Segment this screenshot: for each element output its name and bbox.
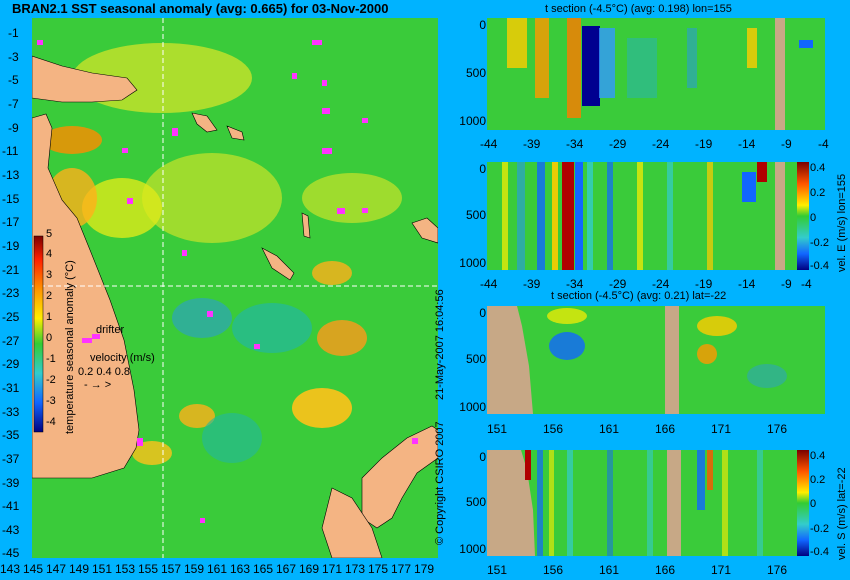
t-section-lon-plot[interactable] <box>487 18 825 130</box>
map-colorbar-ticks: 5 4 3 2 1 0 -1 -2 -3 -4 <box>46 228 56 428</box>
t-section-lon-y-axis: 0 500 1000 <box>459 18 486 128</box>
t-section-lon-title: t section (-4.5°C) (avg: 0.198) lon=155 <box>545 3 732 15</box>
vel-s-x-axis: 151 156 161 166 171 176 <box>487 563 788 577</box>
t-section-lat-x-axis: 151 156 161 166 171 176 <box>487 422 788 436</box>
vel-s-colorbar-ticks: 0.4 0.2 0 -0.2 -0.4 <box>810 450 829 558</box>
vel-s-plot[interactable] <box>487 450 797 556</box>
anomaly-patches <box>42 43 402 465</box>
drifter-legend-swatch <box>82 338 92 343</box>
map-title: BRAN2.1 SST seasonal anomaly (avg: 0.665… <box>12 1 389 16</box>
australia <box>32 113 140 479</box>
timestamp-text: 21-May-2007 16:04:56 <box>434 289 446 400</box>
t-section-lon-x-axis: -44 -39 -34 -29 -24 -19 -14 -9 -4 <box>480 137 829 151</box>
new-zealand-north <box>361 425 438 529</box>
t-section-lat-plot[interactable] <box>487 306 825 414</box>
copyright-text: © Copyright CSIRO 2007 <box>434 421 446 545</box>
vel-e-colorbar <box>797 162 809 270</box>
velocity-legend-arrows: - → > <box>84 379 112 391</box>
vel-e-plot[interactable] <box>487 162 797 270</box>
map-lon-axis: 143 145 147 149 151 153 155 157 159 161 … <box>0 562 435 576</box>
vel-e-x-axis: -44 -39 -34 -29 -24 -19 -14 -9 -4 <box>480 277 812 291</box>
velocity-legend-label: velocity (m/s) <box>90 352 155 364</box>
sst-anomaly-map[interactable] <box>32 18 438 558</box>
velocity-legend-scale: 0.2 0.4 0.8 <box>78 366 130 378</box>
vel-s-y-axis: 0 500 1000 <box>459 450 486 556</box>
land-masses <box>32 55 438 558</box>
drifter-markers <box>37 40 418 523</box>
vel-s-colorbar-label: vel. S (m/s) lat=-22 <box>836 467 848 560</box>
vel-s-colorbar <box>797 450 809 556</box>
new-guinea <box>32 55 138 103</box>
vel-e-y-axis: 0 500 1000 <box>459 162 486 270</box>
vel-e-colorbar-ticks: 0.4 0.2 0 -0.2 -0.4 <box>810 162 829 272</box>
new-zealand-south <box>321 487 383 558</box>
map-lat-axis: -1 -3 -5 -7 -9 -11 -13 -15 -17 -19 -21 -… <box>2 26 20 560</box>
sst-colorbar <box>33 235 44 433</box>
vel-e-colorbar-label: vel. E (m/s) lon=155 <box>836 173 848 272</box>
new-caledonia <box>261 247 295 281</box>
map-colorbar-label: temperature seasonal anomaly (°C) <box>64 260 76 434</box>
drifter-legend-label: drifter <box>96 324 125 336</box>
t-section-lat-title: t section (-4.5°C) (avg: 0.21) lat=-22 <box>551 290 727 302</box>
t-section-lat-y-axis: 0 500 1000 <box>459 306 486 414</box>
